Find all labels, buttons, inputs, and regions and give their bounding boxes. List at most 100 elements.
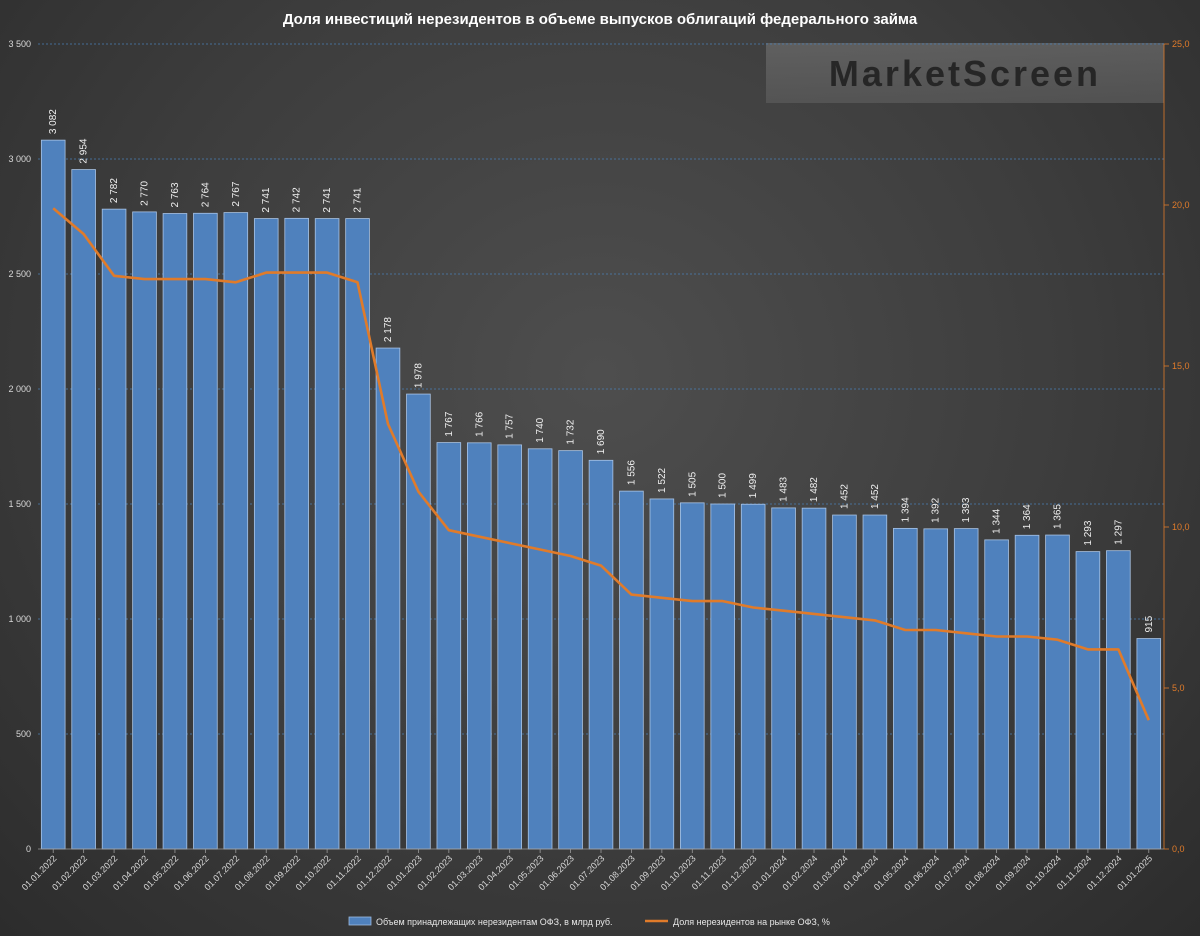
bar-data-label: 1 757 [505,413,516,438]
y-left-tick-label: 500 [16,729,31,739]
y-left-tick-label: 1 500 [8,499,31,509]
bar [832,514,857,850]
bars-layer [40,139,1162,850]
bar [1014,534,1040,850]
y-left-tick-label: 3 000 [8,154,31,164]
bar [71,169,96,850]
watermark: MarketScreen [766,43,1164,103]
legend-label-line: Доля нерезидентов на рынке ОФЗ, % [673,917,830,927]
bar-data-label: 1 482 [809,477,820,502]
bar [953,528,979,850]
bar-data-label: 3 082 [48,109,59,134]
bar [284,217,309,850]
bar-data-label: 1 392 [931,497,942,522]
bar [558,450,583,850]
bar [223,212,249,850]
bar-data-label: 915 [1144,615,1155,632]
bar-data-label: 2 178 [383,317,394,342]
bar-data-label: 1 556 [626,460,637,485]
bar-data-label: 1 505 [687,471,698,496]
bar-data-label: 2 741 [261,187,272,212]
bar [710,503,735,850]
bar-data-label: 1 732 [566,419,577,444]
bar [101,208,127,850]
bar [1075,551,1101,850]
bar-data-label: 1 740 [535,417,546,442]
watermark-background [766,43,1164,103]
bar-data-label: 1 365 [1052,504,1063,529]
bar [193,212,218,850]
legend-swatch-bars [348,916,372,926]
bar-data-label: 2 954 [79,138,90,163]
bar [680,502,705,850]
bar-data-label: 1 394 [900,497,911,522]
bar [345,218,370,850]
y-right-tick-label: 15,0 [1172,361,1190,371]
bar-data-label: 1 297 [1113,519,1124,544]
bar [467,442,492,850]
series-line-share [52,207,1150,721]
bar-data-label: 1 483 [779,476,790,501]
watermark-text: MarketScreen [829,53,1101,94]
y-right-tick-label: 10,0 [1172,522,1190,532]
bar [497,444,522,850]
chart-title: Доля инвестиций нерезидентов в объеме вы… [283,11,918,28]
bar [527,448,553,850]
bar [893,527,918,850]
bar-data-label: 2 767 [231,181,242,206]
legend-label-bars: Объем принадлежащих нерезидентам ОФЗ, в … [376,917,613,927]
bar [40,139,66,850]
bar [406,393,431,850]
bar-data-label: 1 522 [657,467,668,492]
bar-data-label: 1 364 [1022,504,1033,529]
bar [862,514,888,850]
bar-data-label: 1 393 [961,497,972,522]
bar [984,539,1009,850]
bar [253,218,279,850]
bar-data-label: 2 741 [322,187,333,212]
bar-data-label: 1 452 [839,484,850,509]
bar [740,503,766,850]
y-left-tick-label: 0 [26,844,31,854]
bar-data-label: 1 500 [718,473,729,498]
bar-data-label: 2 770 [140,180,151,205]
bar [1136,638,1162,850]
y-left-tick-label: 3 500 [8,39,31,49]
bar-data-label: 1 293 [1083,520,1094,545]
y-left-tick-label: 2 000 [8,384,31,394]
bar-data-label: 2 741 [353,187,364,212]
bar [314,218,340,850]
bar [132,211,157,850]
bar-data-label: 1 767 [444,411,455,436]
bar-data-label: 1 344 [992,508,1003,533]
bar [1106,550,1131,850]
y-right-tick-label: 20,0 [1172,200,1190,210]
bar-data-label: 2 782 [109,178,120,203]
bar [619,490,644,850]
y-right-tick-label: 25,0 [1172,39,1190,49]
bar-data-label: 1 766 [474,411,485,436]
bar-data-label: 2 763 [170,182,181,207]
y-right-tick-label: 5,0 [1172,683,1185,693]
bar [162,213,188,850]
bar-data-label: 2 764 [200,182,211,207]
bar [1045,534,1070,850]
bar-data-label: 1 978 [413,363,424,388]
y-left-tick-label: 1 000 [8,614,31,624]
line-layer [52,207,1150,721]
bar [649,498,675,850]
bar-data-label: 1 690 [596,429,607,454]
bar [588,459,614,850]
bar [923,528,949,850]
y-left-tick-label: 2 500 [8,269,31,279]
bar [801,507,827,850]
bar-data-label: 1 499 [748,473,759,498]
data-labels-layer: 3 082 2 954 2 782 2 770 2 763 2 764 2 767 2 741… [48,109,1155,633]
bar [436,442,462,850]
bar-data-label: 2 742 [292,187,303,212]
bar-data-label: 1 452 [870,484,881,509]
legend: Объем принадлежащих нерезидентам ОФЗ, в … [348,916,830,927]
y-right-tick-label: 0,0 [1172,844,1185,854]
